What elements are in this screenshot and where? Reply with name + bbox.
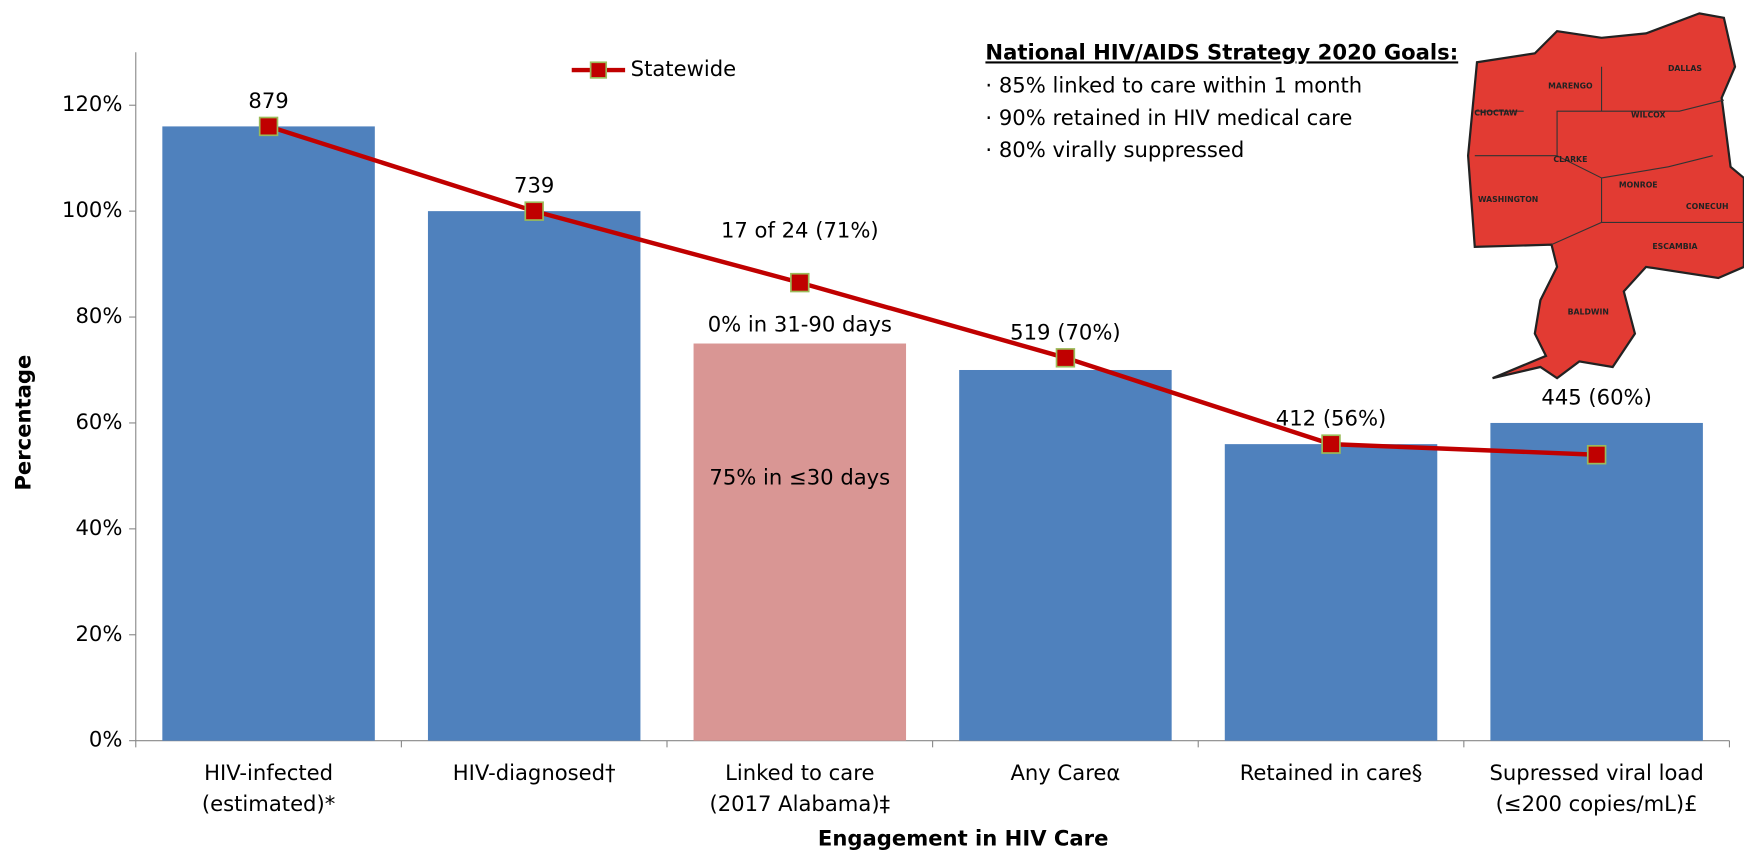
y-tick-label: 40% [75,515,122,540]
inner-label: 75% in ≤30 days [709,465,890,490]
map-label: MONROE [1619,181,1658,190]
series-marker [524,201,544,221]
map [1466,12,1744,380]
series-marker [790,272,810,293]
x-tick-label: Retained in care§ [1240,760,1423,785]
series-marker [258,116,279,137]
map-label: CHOCTAW [1474,108,1518,117]
goals-title: National HIV/AIDS Strategy 2020 Goals: [985,39,1458,64]
map-label: CLARKE [1553,155,1587,164]
goals-item: · 85% linked to care within 1 month [985,73,1362,98]
series-marker [1321,434,1341,454]
x-axis-label: Engagement in HIV Care [818,826,1109,851]
map-label: WASHINGTON [1478,195,1538,204]
x-tick-label: Supressed viral load [1489,760,1703,785]
x-tick-label: Linked to care [725,760,874,785]
y-tick-label: 100% [62,197,122,222]
bar [959,369,1172,741]
bar [1490,422,1703,741]
x-tick-label: (≤200 copies/mL)£ [1496,791,1698,816]
bar [427,211,641,741]
bar-label: 879 [248,88,288,113]
map-label: MARENGO [1548,82,1593,91]
county-borders [1474,66,1744,246]
map-label: BALDWIN [1568,308,1609,317]
map-label: CONECUH [1686,202,1729,211]
bar [693,343,907,741]
inner-label: 0% in 31-90 days [708,312,892,337]
series-marker [1586,444,1607,465]
bar [162,126,375,741]
map-label: WILCOX [1631,111,1665,120]
goals-item: · 80% virally suppressed [985,137,1244,162]
goals-item: · 90% retained in HIV medical care [985,105,1352,130]
x-tick-label: HIV-diagnosed† [453,760,616,785]
x-tick-label: (estimated)* [202,791,335,816]
bar [1224,444,1438,741]
series-line [267,124,1597,457]
y-tick-label: 0% [89,727,123,752]
legend-marker [589,61,608,79]
map-label: ESCAMBIA [1652,242,1697,251]
y-tick-label: 120% [62,91,122,116]
y-axis-label: Percentage [11,355,36,491]
y-tick-label: 60% [75,409,122,434]
bar-label: 445 (60%) [1541,384,1651,409]
bar-label: 17 of 24 (71%) [721,217,879,242]
x-tick-label: Any Careα [1010,760,1120,785]
map-shape [1466,12,1744,380]
y-tick-label: 20% [75,621,122,646]
bar-label: 412 (56%) [1276,406,1386,431]
map-label: DALLAS [1668,64,1702,73]
x-tick-label: (2017 Alabama)‡ [709,791,890,816]
bar-label: 739 [514,173,554,198]
series-marker [1055,348,1076,368]
y-tick-label: 80% [75,303,122,328]
legend-label: Statewide [631,56,736,81]
bar-label: 519 (70%) [1010,319,1120,344]
x-tick-label: HIV-infected [204,760,333,785]
